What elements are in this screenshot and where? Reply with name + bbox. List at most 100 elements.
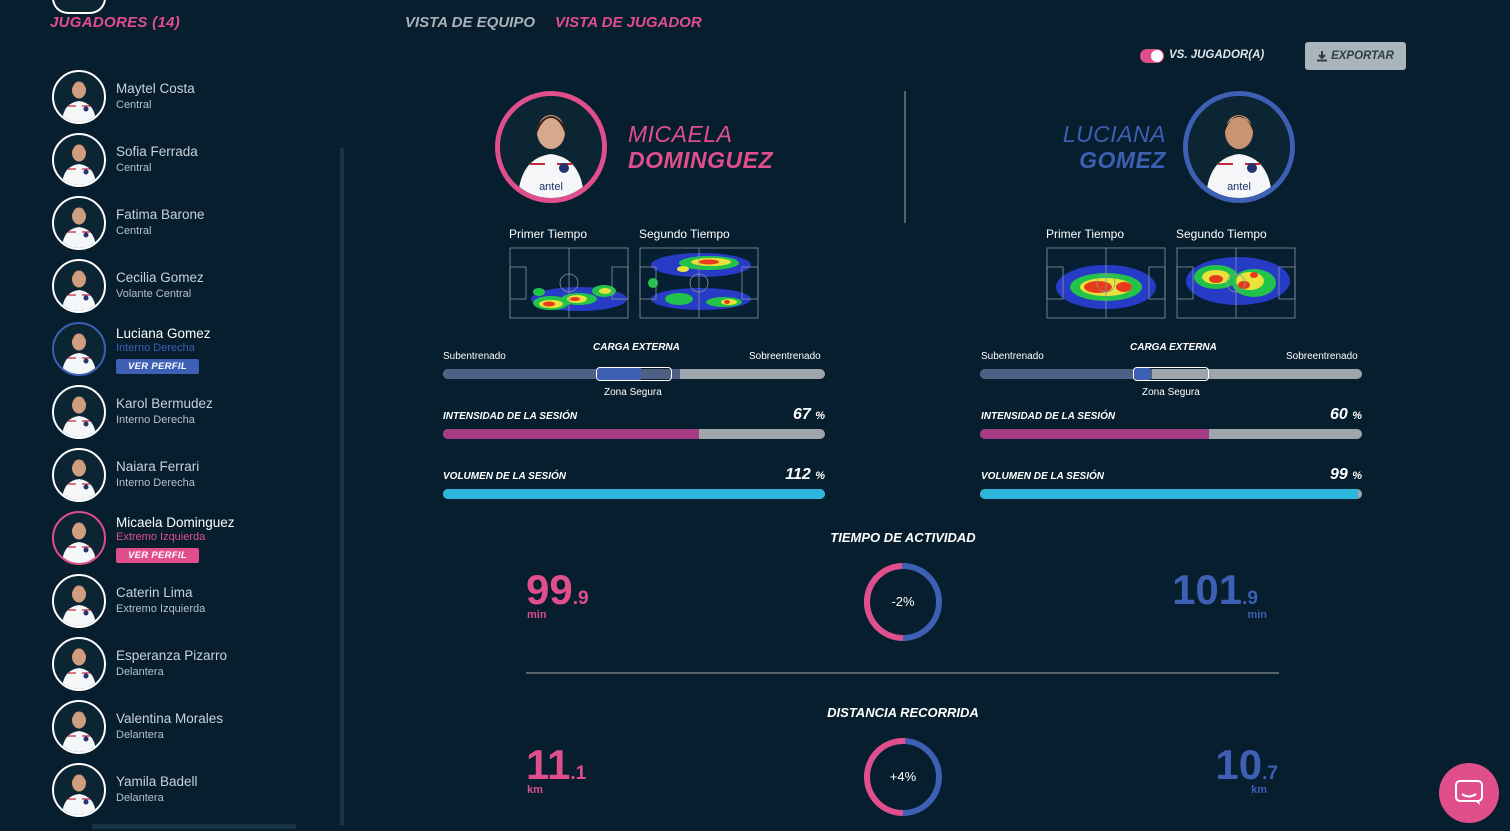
- stats-divider: [526, 672, 1279, 674]
- chat-icon: [1455, 780, 1483, 805]
- avatar: [52, 637, 106, 691]
- sidebar-player-item[interactable]: Maytel Costa Central: [52, 70, 332, 126]
- right-volume-bar: [980, 489, 1362, 499]
- right-second-half-label: Segundo Tiempo: [1176, 227, 1267, 241]
- avatar: [52, 448, 106, 502]
- avatar: [52, 574, 106, 628]
- avatar: [52, 322, 106, 376]
- sidebar-player-item[interactable]: Micaela Dominguez Extremo Izquierda VER PE…: [52, 511, 332, 567]
- sidebar-title: JUGADORES (14): [50, 14, 181, 31]
- left-distance-value: 11.1: [526, 741, 587, 788]
- right-intensity-label: INTENSIDAD DE LA SESIÓN: [981, 411, 1116, 422]
- left-last-name: DOMINGUEZ: [628, 147, 774, 173]
- sidebar-player-item[interactable]: Caterin Lima Extremo Izquierda: [52, 574, 332, 630]
- svg-text:antel: antel: [1227, 181, 1251, 193]
- left-volume-label: VOLUMEN DE LA SESIÓN: [443, 471, 566, 482]
- left-second-half-heatmap: [639, 247, 759, 319]
- right-safe-zone-fill: [1134, 368, 1151, 380]
- avatar: [52, 196, 106, 250]
- sidebar-horizontal-scrollbar[interactable]: [92, 824, 296, 829]
- player-role: Central: [116, 99, 152, 111]
- players-sidebar: JUGADORES (14) Maytel Costa Central Sofia …: [0, 0, 345, 831]
- player-role: Delantera: [116, 729, 164, 741]
- right-player-name: LUCIANA GOMEZ: [1063, 121, 1166, 173]
- right-distance-unit: km: [1251, 784, 1267, 796]
- left-activity-value: 99.9: [526, 566, 589, 613]
- left-safe-zone-label: Zona Segura: [604, 387, 662, 398]
- sidebar-player-item[interactable]: Karol Bermudez Interno Derecha: [52, 385, 332, 441]
- player-name: Sofia Ferrada: [116, 144, 198, 159]
- avatar: [52, 511, 106, 565]
- left-player-photo: antel: [495, 91, 607, 203]
- avatar: [52, 700, 106, 754]
- distance-ring: [864, 738, 942, 816]
- download-icon: [1317, 50, 1328, 61]
- right-intensity-bar: [980, 429, 1362, 439]
- right-safe-zone-label: Zona Segura: [1142, 387, 1200, 398]
- activity-ring: [864, 563, 942, 641]
- right-first-half-heatmap: [1046, 247, 1166, 319]
- player-role: Interno Derecha: [116, 342, 195, 354]
- tab-team-view[interactable]: VISTA DE EQUIPO: [405, 14, 536, 31]
- sidebar-player-item[interactable]: Cecilia Gomez Volante Central: [52, 259, 332, 315]
- left-first-half-label: Primer Tiempo: [509, 227, 588, 241]
- player-role: Extremo Izquierda: [116, 603, 206, 615]
- left-volume-value: 112 %: [785, 466, 825, 483]
- left-volume-fill: [443, 489, 825, 499]
- player-role: Interno Derecha: [116, 477, 195, 489]
- view-profile-button[interactable]: VER PERFIL: [116, 359, 199, 374]
- distance-title: DISTANCIA RECORRIDA: [827, 705, 979, 720]
- right-load-fill: [980, 369, 1152, 379]
- left-external-load-label: CARGA EXTERNA: [593, 342, 680, 353]
- distance-diff: +4%: [889, 769, 917, 784]
- sidebar-player-item[interactable]: Sofia Ferrada Central: [52, 133, 332, 189]
- left-second-half-label: Segundo Tiempo: [639, 227, 730, 241]
- left-safe-zone: [596, 367, 672, 381]
- left-volume-bar: [443, 489, 825, 499]
- sidebar-player-item[interactable]: Yamila Badell Delantera: [52, 763, 332, 819]
- avatar: [52, 0, 106, 14]
- player-role: Extremo Izquierda: [116, 531, 206, 543]
- right-first-half-label: Primer Tiempo: [1046, 227, 1125, 241]
- left-intensity-label: INTENSIDAD DE LA SESIÓN: [443, 411, 578, 422]
- chat-button[interactable]: [1439, 763, 1499, 823]
- player-name: Fatima Barone: [116, 207, 205, 222]
- left-overtrained-label: Sobreentrenado: [749, 351, 821, 362]
- tab-player-view[interactable]: VISTA DE JUGADOR: [555, 14, 702, 31]
- right-last-name: GOMEZ: [1079, 147, 1166, 173]
- player-name: Valentina Morales: [116, 711, 224, 726]
- activity-title: TIEMPO DE ACTIVIDAD: [830, 530, 976, 545]
- avatar: [52, 70, 106, 124]
- left-load-fill: [443, 369, 680, 379]
- left-activity-unit: min: [527, 609, 547, 621]
- left-undertrained-label: Subentrenado: [443, 351, 506, 362]
- left-intensity-value: 67 %: [792, 406, 825, 423]
- player-role: Volante Central: [116, 288, 192, 300]
- player-name: Karol Bermudez: [116, 396, 213, 411]
- export-button[interactable]: EXPORTAR: [1305, 42, 1406, 70]
- sidebar-player-item[interactable]: Fatima Barone Central: [52, 196, 332, 252]
- right-second-half-heatmap: [1176, 247, 1296, 319]
- activity-diff: -2%: [891, 594, 915, 609]
- player-name: Maytel Costa: [116, 81, 195, 96]
- sidebar-player-item[interactable]: Esperanza Pizarro Delantera: [52, 637, 332, 693]
- avatar: [52, 385, 106, 439]
- left-first-half-heatmap: [509, 247, 629, 319]
- toggle-knob: [1151, 50, 1163, 62]
- avatar: [52, 763, 106, 817]
- sidebar-player-item[interactable]: Valentina Morales Delantera: [52, 700, 332, 756]
- view-profile-button[interactable]: VER PERFIL: [116, 548, 199, 563]
- hero-divider: [904, 91, 906, 223]
- sidebar-player-item[interactable]: Naiara Ferrari Interno Derecha: [52, 448, 332, 504]
- player-name: Luciana Gomez: [116, 326, 211, 341]
- right-overtrained-label: Sobreentrenado: [1286, 351, 1358, 362]
- sidebar-scrollbar[interactable]: [340, 148, 344, 826]
- player-photo-icon: antel: [1188, 96, 1290, 198]
- left-player-name: MICAELA DOMINGUEZ: [628, 121, 773, 173]
- vs-player-toggle[interactable]: [1140, 49, 1164, 63]
- sidebar-player-item[interactable]: Luciana Gomez Interno Derecha VER PERFIL: [52, 322, 332, 378]
- right-activity-unit: min: [1247, 609, 1267, 621]
- player-name: Caterin Lima: [116, 585, 193, 600]
- left-safe-zone-fill: [597, 368, 642, 380]
- right-volume-fill: [980, 489, 1359, 499]
